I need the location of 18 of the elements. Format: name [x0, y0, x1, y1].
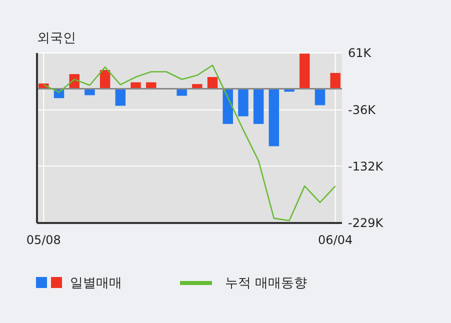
y-tick-label: 61K — [348, 46, 372, 60]
y-tick-label: -229K — [348, 216, 384, 230]
chart-title: 외국인 — [37, 31, 76, 46]
x-tick-label: 06/04 — [318, 233, 353, 247]
bar — [330, 72, 340, 89]
x-tick-label: 05/08 — [26, 233, 61, 247]
bar — [115, 88, 126, 106]
legend-label: 누적 매매동향 — [225, 276, 308, 291]
legend-label: 일별매매 — [70, 276, 122, 291]
line-series — [43, 64, 336, 222]
bar — [314, 88, 326, 106]
y-tick-label: -36K — [348, 103, 377, 118]
bar — [300, 54, 310, 89]
bar — [268, 88, 280, 146]
bar — [253, 88, 264, 124]
bar — [207, 77, 218, 89]
y-tick-label: -132K — [348, 159, 384, 174]
bar — [238, 88, 248, 116]
